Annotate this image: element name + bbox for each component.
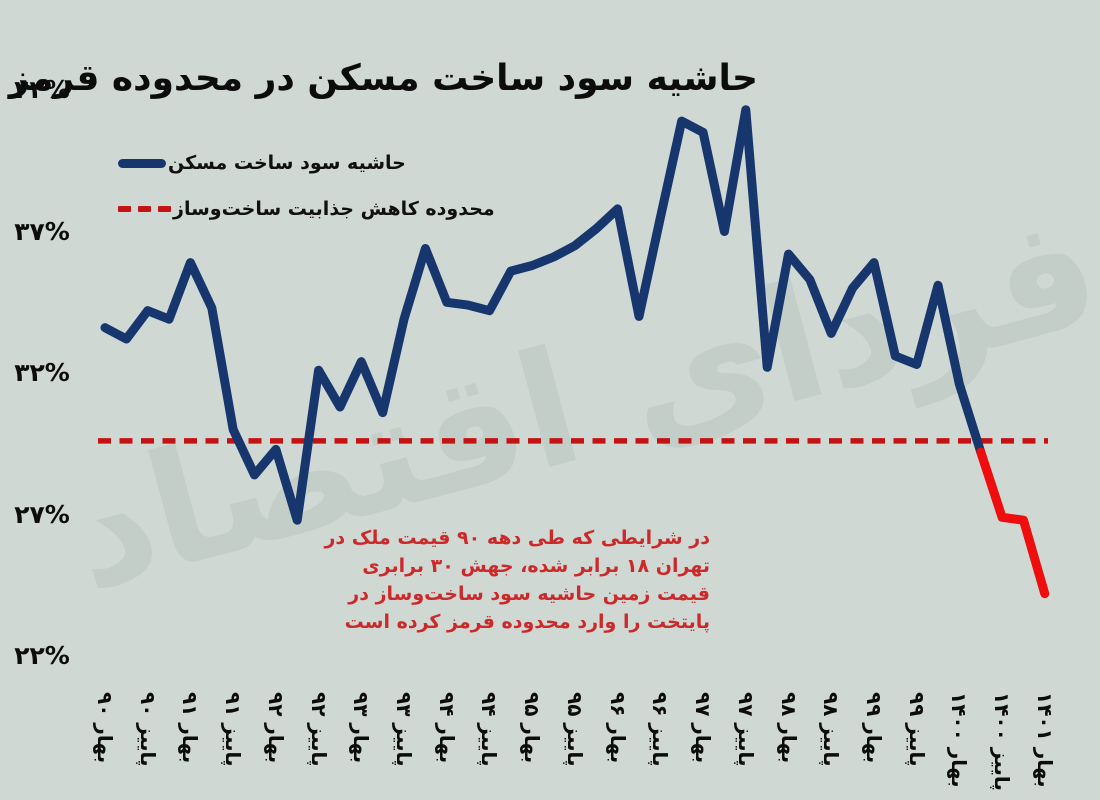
profit-margin-line — [100, 105, 986, 525]
annotation-line-4: پایتخت را وارد محدوده قرمز کرده است — [344, 611, 710, 633]
x-axis-tick-label: پاییز ۹۶ — [648, 692, 673, 767]
x-axis-tick-label: پاییز ۹۴ — [477, 692, 502, 767]
x-axis-tick-label: بهار ۹۸ — [776, 692, 801, 764]
y-axis-tick-label: ۲۷% — [14, 499, 70, 529]
annotation-line-2: تهران ۱۸ برابر شده، جهش ۳۰ برابری — [362, 555, 710, 577]
x-axis-tick-label: بهار ۹۵ — [520, 692, 545, 764]
y-axis-tick-label: ۴۲% — [14, 75, 70, 104]
x-axis-tick-label: پاییز ۹۳ — [392, 692, 417, 767]
x-axis-tick-label: بهار ۹۲ — [263, 692, 288, 764]
y-axis-tick-label: ۳۲% — [14, 358, 70, 387]
profit-margin-line-red-segment — [976, 447, 1050, 599]
x-axis-tick-label: بهار ۹۳ — [349, 692, 374, 764]
x-axis-tick-label: پاییز ۹۲ — [306, 692, 331, 767]
x-axis-tick-label: پاییز ۹۷ — [733, 692, 758, 767]
dashed-line-swatch-icon — [118, 206, 171, 212]
x-axis-tick-label: بهار ۹۶ — [605, 692, 630, 764]
legend-item-profit-margin: حاشیه سود ساخت مسکن — [118, 146, 495, 180]
y-axis-tick-label: ۳۷% — [14, 216, 70, 246]
x-axis-tick-label: بهار ۱۴۰۰ — [947, 692, 972, 788]
legend-label-profit-margin: حاشیه سود ساخت مسکن — [168, 152, 406, 174]
x-axis-tick-label: بهار ۹۱ — [178, 692, 203, 764]
x-axis-tick-label: پاییز ۱۴۰۰ — [990, 692, 1015, 791]
legend-item-threshold: محدوده کاهش جذابیت ساخت‌وساز — [118, 192, 495, 226]
x-axis-tick-label: بهار ۱۴۰۱ — [1032, 692, 1057, 788]
y-axis-tick-label: ۲۲% — [14, 641, 70, 670]
x-axis-tick-label: بهار ۹۰ — [93, 692, 117, 764]
x-axis-tick-label: پاییز ۹۸ — [819, 692, 844, 767]
x-axis-tick-label: پاییز ۹۱ — [221, 692, 246, 767]
x-axis-tick-label: پاییز ۹۹ — [904, 692, 929, 767]
x-axis-tick-label: پاییز ۹۵ — [562, 692, 587, 767]
x-axis-tick-label: بهار ۹۴ — [434, 692, 459, 764]
annotation-line-1: در شرایطی که طی دهه ۹۰ قیمت ملک در — [324, 527, 710, 549]
solid-line-swatch-icon — [118, 158, 166, 168]
annotation-text: در شرایطی که طی دهه ۹۰ قیمت ملک در تهران… — [324, 524, 710, 636]
chart-title: حاشیه سود ساخت مسکن در محدوده قرمز — [8, 58, 758, 99]
x-axis-tick-label: بهار ۹۷ — [691, 692, 716, 764]
x-axis-tick-label: بهار ۹۹ — [861, 692, 886, 764]
legend-label-threshold: محدوده کاهش جذابیت ساخت‌وساز — [173, 198, 495, 220]
annotation-line-3: قیمت زمین حاشیه سود ساخت‌وساز در — [348, 583, 710, 605]
legend: حاشیه سود ساخت مسکن محدوده کاهش جذابیت س… — [118, 146, 495, 238]
x-axis-tick-label: پاییز ۹۰ — [135, 692, 160, 767]
